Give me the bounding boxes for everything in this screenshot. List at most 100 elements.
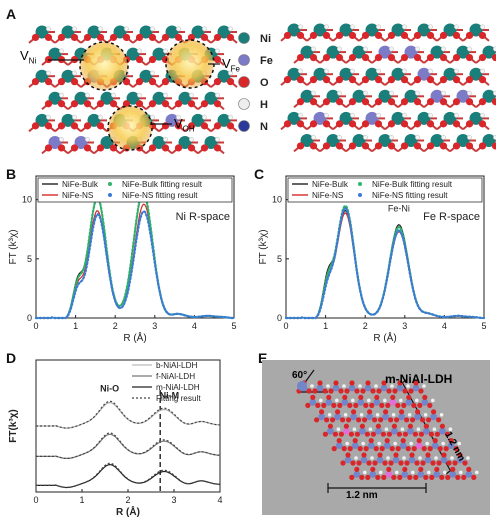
series-line-1 xyxy=(286,212,484,319)
atom xyxy=(434,456,438,460)
atom xyxy=(137,92,142,98)
atom xyxy=(365,67,379,81)
atom xyxy=(450,456,454,460)
atom xyxy=(467,46,472,52)
plot-frame xyxy=(285,175,485,319)
atom xyxy=(335,442,343,449)
atom xyxy=(456,456,464,464)
atom xyxy=(341,399,349,406)
atom xyxy=(401,402,407,408)
atom xyxy=(415,409,421,415)
atom xyxy=(296,76,305,84)
atom xyxy=(31,122,40,130)
atom xyxy=(456,45,470,59)
atom xyxy=(413,120,422,128)
atom xyxy=(150,70,155,76)
atom xyxy=(59,48,64,54)
atom xyxy=(326,134,340,147)
atom xyxy=(202,26,207,32)
atom xyxy=(46,114,51,120)
x-tick-label: 3 xyxy=(152,321,157,331)
atom xyxy=(35,25,49,39)
atom xyxy=(407,427,414,435)
atom xyxy=(311,46,316,52)
atom xyxy=(148,33,157,42)
atom xyxy=(426,417,432,423)
atom xyxy=(478,98,487,106)
atom xyxy=(428,68,433,74)
atom xyxy=(384,427,389,431)
atom xyxy=(348,76,357,84)
atom xyxy=(373,399,381,406)
atom xyxy=(83,33,92,42)
panel-label-b: B xyxy=(6,166,17,182)
atom xyxy=(287,23,301,37)
atom xyxy=(390,394,396,400)
atom xyxy=(44,78,53,86)
atom xyxy=(478,142,487,150)
atom xyxy=(383,409,389,415)
x-tick-label: 5 xyxy=(481,321,486,331)
atom xyxy=(378,417,384,423)
x-tick-label: 0 xyxy=(33,495,38,505)
atom xyxy=(429,474,435,480)
x-tick-label: 4 xyxy=(442,321,447,331)
atom xyxy=(367,409,373,415)
peak-label: Fe-Ni xyxy=(388,204,410,214)
atom xyxy=(341,446,347,452)
atom xyxy=(283,120,292,128)
atom xyxy=(344,388,350,394)
atom xyxy=(421,446,427,452)
atom xyxy=(357,446,363,452)
atom xyxy=(336,427,341,431)
atom xyxy=(342,384,346,388)
atom xyxy=(439,413,444,417)
atom xyxy=(400,427,405,431)
atom xyxy=(465,471,473,478)
atom xyxy=(226,33,235,42)
atom xyxy=(57,144,66,152)
atom xyxy=(379,446,385,452)
atom xyxy=(389,446,395,452)
atom xyxy=(426,120,435,128)
atom xyxy=(422,394,428,400)
atom xyxy=(322,388,328,394)
atom xyxy=(313,111,327,125)
atom xyxy=(405,399,413,406)
atom xyxy=(452,120,461,128)
atom xyxy=(316,384,324,392)
atom xyxy=(326,384,330,388)
atom xyxy=(373,446,379,452)
atom xyxy=(347,402,353,408)
atom xyxy=(61,113,75,127)
atom xyxy=(187,100,196,108)
atom xyxy=(387,98,396,106)
x-tick-label: 4 xyxy=(192,321,197,331)
atom xyxy=(417,402,423,408)
atom xyxy=(213,144,222,152)
atom xyxy=(213,100,222,108)
atom xyxy=(399,398,403,403)
atom xyxy=(200,122,209,130)
atom xyxy=(391,413,396,417)
atom xyxy=(374,384,378,388)
y-tick-label: 0 xyxy=(27,313,32,323)
legend-swatch xyxy=(238,32,250,44)
atom xyxy=(364,384,372,392)
atom xyxy=(436,460,442,466)
atom xyxy=(415,442,423,449)
atom xyxy=(480,68,485,74)
atom xyxy=(296,31,305,40)
atom xyxy=(150,26,155,32)
y-axis-label: FT(k³χ) xyxy=(8,409,19,443)
atom xyxy=(431,409,437,415)
atom xyxy=(85,136,90,142)
atom xyxy=(480,24,485,30)
y-tick-label: 5 xyxy=(27,254,32,264)
atom xyxy=(391,423,397,429)
atom xyxy=(478,76,487,84)
atom xyxy=(109,33,118,42)
atom xyxy=(365,474,371,480)
atom xyxy=(466,466,472,472)
atom xyxy=(402,456,406,460)
